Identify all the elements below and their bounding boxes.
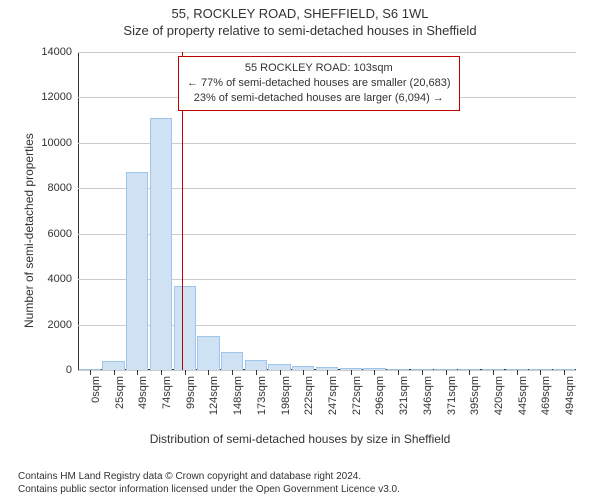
x-tick-mark	[137, 370, 138, 375]
x-tick-container: 0sqm 25sqm 49sqm 74sqm 99sqm 124sqm 148sqm 173s…	[78, 370, 576, 430]
x-tick-label: 148sqm	[232, 376, 244, 415]
y-tick-label: 14000	[41, 46, 78, 58]
x-tick-mark	[90, 370, 91, 375]
y-tick-label: 8000	[48, 182, 78, 194]
x-tick-mark	[351, 370, 352, 375]
x-tick-mark	[208, 370, 209, 375]
footnote-line2: Contains public sector information licen…	[18, 483, 400, 496]
x-tick-label: 395sqm	[469, 376, 481, 415]
footnote-line1: Contains HM Land Registry data © Crown c…	[18, 470, 400, 483]
x-axis-label: Distribution of semi-detached houses by …	[0, 432, 600, 446]
x-tick-label: 296sqm	[374, 376, 386, 415]
x-tick-label: 445sqm	[517, 376, 529, 415]
x-tick-mark	[327, 370, 328, 375]
x-tick-mark	[161, 370, 162, 375]
y-tick-label: 2000	[48, 319, 78, 331]
y-tick-label: 10000	[41, 137, 78, 149]
x-tick-label: 469sqm	[540, 376, 552, 415]
x-tick-mark	[256, 370, 257, 375]
y-axis-line	[78, 52, 79, 370]
grid-line	[78, 52, 576, 53]
y-tick-label: 0	[66, 364, 78, 376]
bar	[174, 286, 196, 370]
annotation-line3: 23% of semi-detached houses are larger (…	[187, 91, 451, 106]
x-tick-label: 49sqm	[137, 376, 149, 409]
bar	[221, 352, 243, 370]
footnote: Contains HM Land Registry data © Crown c…	[18, 470, 400, 496]
x-tick-mark	[374, 370, 375, 375]
x-tick-label: 222sqm	[303, 376, 315, 415]
x-tick-label: 0sqm	[90, 376, 102, 403]
bar	[126, 172, 148, 370]
chart-title-block: 55, ROCKLEY ROAD, SHEFFIELD, S6 1WL Size…	[0, 6, 600, 38]
x-tick-mark	[564, 370, 565, 375]
x-tick-mark	[422, 370, 423, 375]
y-tick-label: 12000	[41, 91, 78, 103]
x-tick-label: 371sqm	[446, 376, 458, 415]
x-tick-label: 99sqm	[185, 376, 197, 409]
annotation-line2: ← 77% of semi-detached houses are smalle…	[187, 76, 451, 91]
x-tick-mark	[398, 370, 399, 375]
x-tick-mark	[540, 370, 541, 375]
bar	[245, 360, 267, 370]
bar	[197, 336, 219, 370]
chart-title-line1: 55, ROCKLEY ROAD, SHEFFIELD, S6 1WL	[0, 6, 600, 21]
x-tick-mark	[303, 370, 304, 375]
x-tick-label: 321sqm	[398, 376, 410, 415]
x-tick-label: 346sqm	[422, 376, 434, 415]
x-tick-mark	[114, 370, 115, 375]
x-tick-mark	[446, 370, 447, 375]
x-tick-label: 247sqm	[327, 376, 339, 415]
chart-title-line2: Size of property relative to semi-detach…	[0, 23, 600, 38]
x-tick-label: 74sqm	[161, 376, 173, 409]
annotation-line1: 55 ROCKLEY ROAD: 103sqm	[187, 61, 451, 76]
x-tick-label: 173sqm	[256, 376, 268, 415]
x-tick-mark	[280, 370, 281, 375]
y-tick-label: 4000	[48, 273, 78, 285]
x-tick-label: 25sqm	[114, 376, 126, 409]
x-tick-mark	[185, 370, 186, 375]
x-tick-label: 198sqm	[280, 376, 292, 415]
x-tick-label: 494sqm	[564, 376, 576, 415]
x-tick-mark	[469, 370, 470, 375]
x-tick-mark	[517, 370, 518, 375]
y-axis-label: Number of semi-detached properties	[22, 133, 36, 328]
y-tick-label: 6000	[48, 228, 78, 240]
plot-area: 0200040006000800010000120001400055 ROCKL…	[78, 52, 576, 370]
x-tick-label: 124sqm	[208, 376, 220, 415]
x-tick-label: 420sqm	[493, 376, 505, 415]
x-tick-mark	[232, 370, 233, 375]
bar	[150, 118, 172, 370]
x-tick-mark	[493, 370, 494, 375]
bar	[102, 361, 124, 370]
annotation-box: 55 ROCKLEY ROAD: 103sqm← 77% of semi-det…	[178, 56, 460, 111]
x-tick-label: 272sqm	[351, 376, 363, 415]
